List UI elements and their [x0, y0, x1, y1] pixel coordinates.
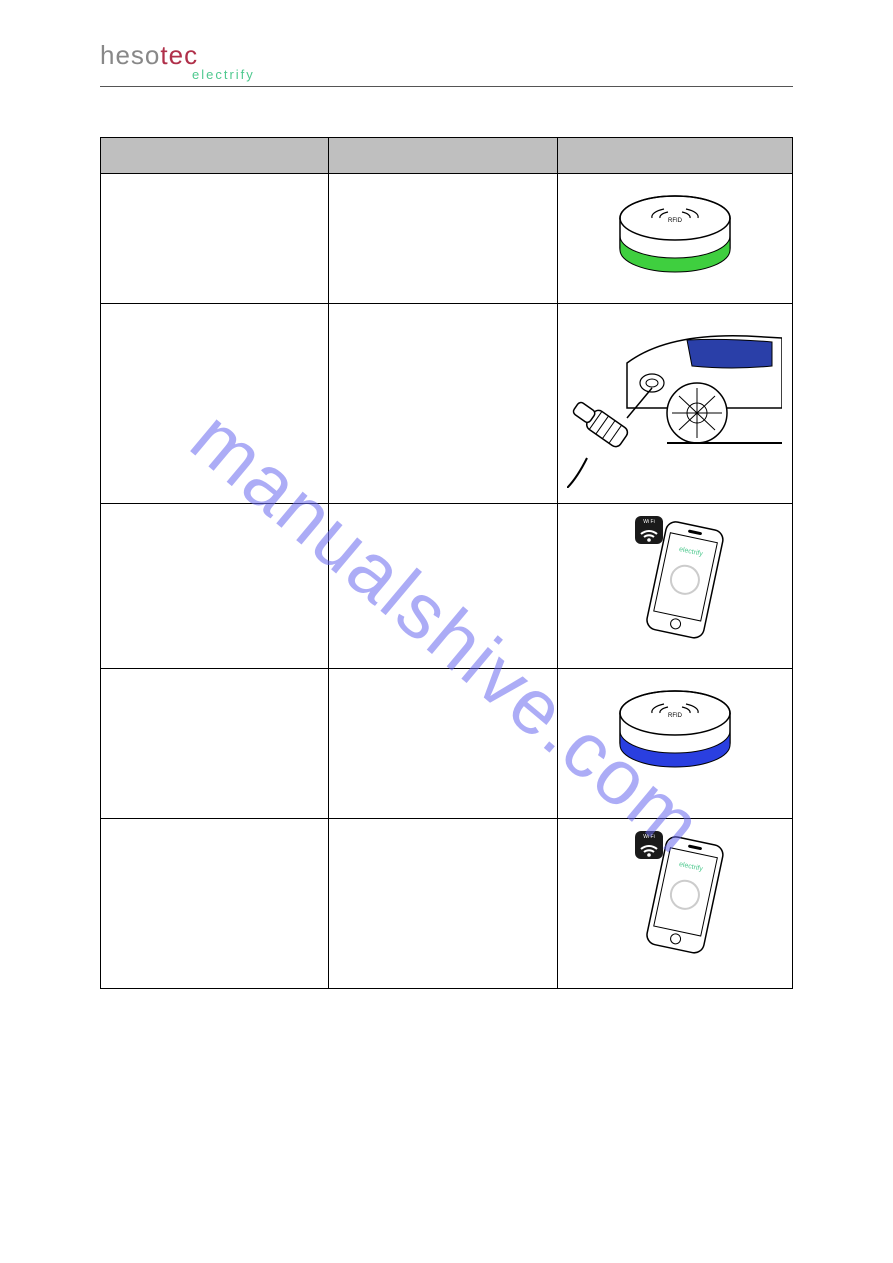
table-row: RFID: [101, 174, 793, 304]
image-cell: [557, 304, 792, 504]
svg-text:Wi Fi: Wi Fi: [643, 834, 654, 840]
header-step: [101, 138, 329, 174]
table-header-row: [101, 138, 793, 174]
desc-cell: [329, 504, 557, 669]
logo-subtitle: electrify: [192, 67, 793, 82]
step-cell: [101, 669, 329, 819]
page: hesotec electrify: [0, 0, 893, 989]
table-row: [101, 304, 793, 504]
image-cell: RFID: [557, 174, 792, 304]
step-cell: [101, 304, 329, 504]
step-cell: [101, 819, 329, 989]
instruction-table: RFID: [100, 137, 793, 989]
table-row: Wi Fi electrify: [101, 504, 793, 669]
desc-cell: [329, 819, 557, 989]
phone-wifi-app-icon: Wi Fi electrify: [590, 823, 760, 963]
car-charging-plug-icon: [567, 308, 782, 488]
logo-part-tec: tec: [160, 40, 198, 70]
desc-cell: [329, 669, 557, 819]
phone-wifi-app-icon: Wi Fi electrify: [590, 508, 760, 648]
logo-letter-h: h: [100, 40, 115, 70]
image-cell: RFID: [557, 669, 792, 819]
logo-part-eso: eso: [115, 40, 160, 70]
desc-cell: [329, 304, 557, 504]
charging-station-blue-icon: RFID: [590, 673, 760, 783]
table-row: Wi Fi electrify: [101, 819, 793, 989]
header-image: [557, 138, 792, 174]
header-bar: hesotec electrify: [100, 40, 793, 87]
header-description: [329, 138, 557, 174]
desc-cell: [329, 174, 557, 304]
step-cell: [101, 174, 329, 304]
svg-text:RFID: RFID: [668, 218, 683, 224]
image-cell: Wi Fi electrify: [557, 504, 792, 669]
table-row: RFID: [101, 669, 793, 819]
image-cell: Wi Fi electrify: [557, 819, 792, 989]
charging-station-green-icon: RFID: [590, 178, 760, 288]
svg-text:RFID: RFID: [668, 713, 683, 719]
svg-text:Wi Fi: Wi Fi: [643, 519, 654, 525]
step-cell: [101, 504, 329, 669]
